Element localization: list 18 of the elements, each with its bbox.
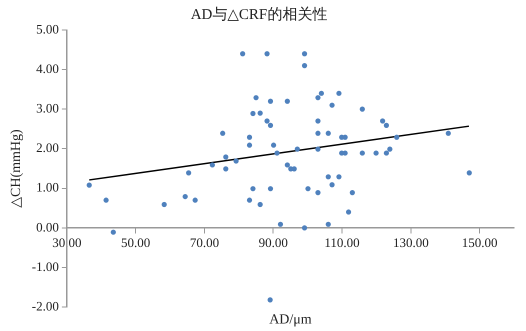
x-tick-label: 30.00 xyxy=(52,235,82,250)
y-tick-label: 3.00 xyxy=(36,100,59,116)
y-tick-label: -2.00 xyxy=(32,298,59,314)
y-tick-label: 4.00 xyxy=(36,60,59,76)
x-axis-title: AD/μm xyxy=(269,312,312,328)
x-tick-label: 90.00 xyxy=(258,235,288,250)
y-tick-label: 2.00 xyxy=(36,140,59,156)
y-tick-label: 1.00 xyxy=(36,180,59,195)
chart-title: AD与△CRF的相关性 xyxy=(190,6,328,23)
x-tick-label: 50.00 xyxy=(121,235,150,250)
x-tick-label: 130.00 xyxy=(392,235,429,250)
y-tick-label: 5.00 xyxy=(36,21,59,36)
y-tick-label: 0.00 xyxy=(36,219,59,234)
x-tick-label: 70.00 xyxy=(190,235,220,250)
x-tick-label: 110.00 xyxy=(324,235,360,250)
x-tick-label: 150.00 xyxy=(462,235,498,250)
y-axis-title: △CH(mmHg) xyxy=(9,128,24,208)
y-tick-label: -1.00 xyxy=(32,258,59,274)
